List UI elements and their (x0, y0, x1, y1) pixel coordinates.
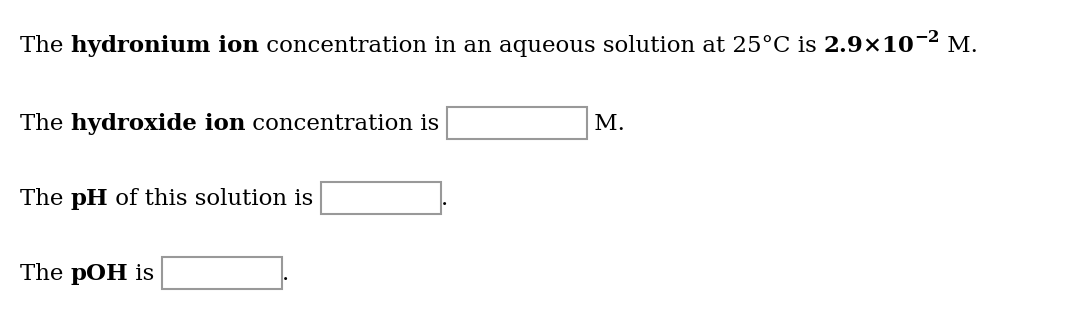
Text: The: The (20, 188, 71, 210)
Text: concentration in an aqueous solution at 25°C is: concentration in an aqueous solution at … (258, 35, 823, 57)
Text: hydroxide ion: hydroxide ion (71, 113, 245, 135)
Text: .: . (441, 188, 448, 210)
Text: hydronium ion: hydronium ion (71, 35, 258, 57)
Text: The: The (20, 35, 71, 57)
Text: The: The (20, 263, 71, 285)
Text: of this solution is: of this solution is (108, 188, 321, 210)
Text: pOH: pOH (71, 263, 129, 285)
Text: .: . (282, 263, 289, 285)
Text: M.: M. (940, 35, 978, 57)
Text: −2: −2 (914, 29, 940, 46)
Text: The: The (20, 113, 71, 135)
Text: M.: M. (586, 113, 625, 135)
FancyBboxPatch shape (162, 257, 282, 289)
Text: pH: pH (71, 188, 108, 210)
Text: concentration is: concentration is (245, 113, 447, 135)
Text: is: is (129, 263, 162, 285)
FancyBboxPatch shape (447, 107, 586, 139)
FancyBboxPatch shape (321, 182, 441, 214)
Text: 2.9×10: 2.9×10 (823, 35, 914, 57)
